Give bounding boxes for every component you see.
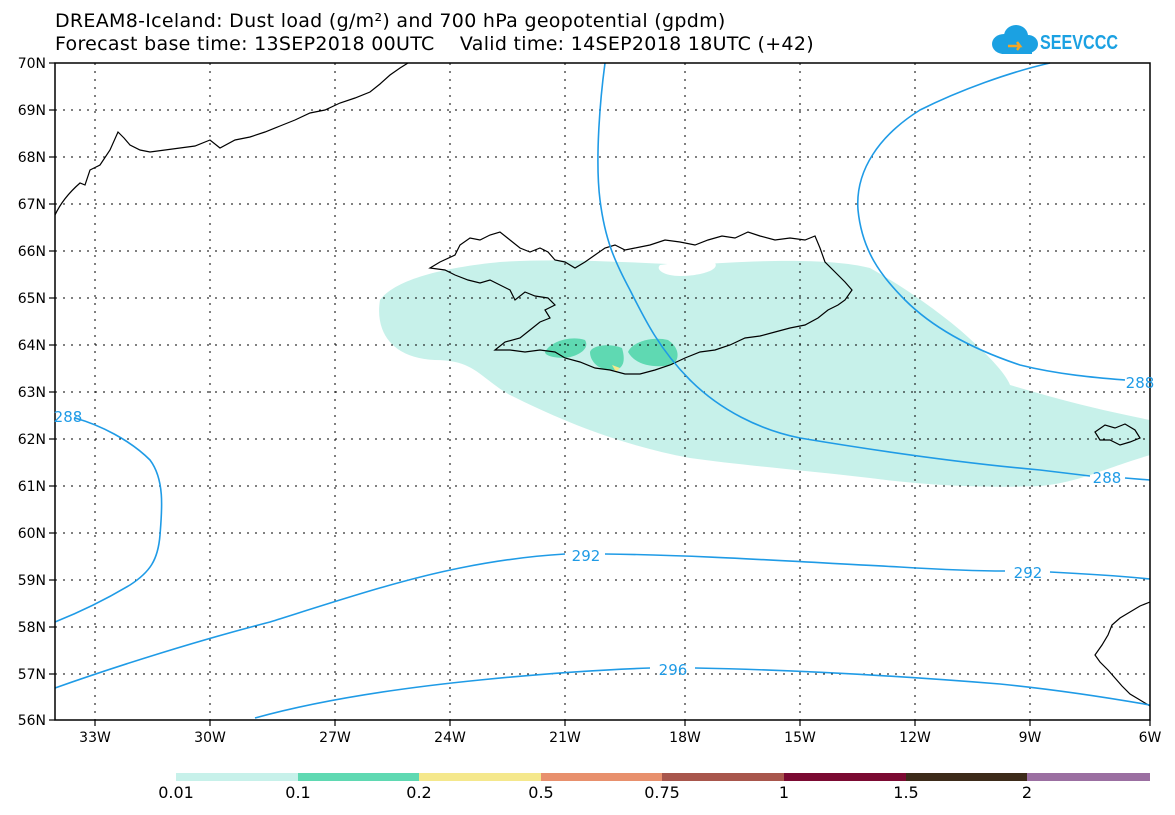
map-title-line1: DREAM8-Iceland: Dust load (g/m²) and 700… [55,10,726,32]
contour-292-c [1049,571,1151,580]
colorbar-swatch [662,773,784,781]
colorbar-label: 0.1 [285,783,311,802]
greenland-coast [54,62,409,216]
lat-label: 64N [18,338,46,354]
lat-label: 69N [18,103,46,119]
lon-label: 21W [549,730,581,746]
contour-288-central-tail [1124,477,1151,481]
lat-label: 60N [18,526,46,542]
lat-label: 62N [18,432,46,448]
contour-296-b [694,667,1151,706]
colorbar-label: 0.2 [406,783,432,802]
contour-label: 288 [54,408,83,426]
colorbar-swatch [541,773,662,781]
dust-area-mid-2 [590,345,624,371]
colorbar-swatch [298,773,419,781]
contour-label: 296 [659,661,688,679]
lat-label: 56N [18,713,46,729]
dust-area-light [379,260,1150,487]
contour-288-central [597,62,1091,477]
contour-288-west [54,417,163,623]
lon-label: 27W [319,730,351,746]
lat-label: 59N [18,573,46,589]
lat-label: 63N [18,385,46,401]
lon-label: 6W [1139,730,1162,746]
colorbar-swatch [176,773,298,781]
lon-label: 15W [784,730,816,746]
lon-label: 12W [899,730,931,746]
scotland-coast [1094,601,1151,707]
contour-label: 292 [572,547,601,565]
coastlines [54,62,1151,707]
dust-area-mid-1 [545,338,587,358]
colorbar-label: 2 [1021,783,1033,802]
colorbar-label: 1.5 [893,783,919,802]
dust-area-mid-3 [628,338,678,367]
colorbar-swatch [419,773,541,781]
colorbar-label: 0.01 [158,783,194,802]
colorbar-swatch [784,773,906,781]
iceland-coast [428,231,853,375]
lon-label: 24W [434,730,466,746]
contour-288-east [857,62,1126,381]
colorbar-label: 1 [778,783,790,802]
contour-292 [54,553,566,689]
logo-text: SEEVCCC [1040,32,1118,54]
lat-label: 57N [18,667,46,683]
lon-label: 9W [1019,730,1042,746]
faroe-islands [1094,423,1141,446]
lon-label: 30W [194,730,226,746]
map-title-line2: Forecast base time: 13SEP2018 00UTC Vali… [55,33,814,55]
lon-label: 18W [669,730,701,746]
lon-label: 33W [79,730,111,746]
contour-label: 292 [1014,564,1043,582]
lat-label: 67N [18,197,46,213]
lat-label: 68N [18,150,46,166]
dust-area-white-gap [658,262,716,276]
contour-label: 288 [1126,374,1155,392]
lat-label: 66N [18,244,46,260]
contour-label: 288 [1093,469,1122,487]
contour-296 [254,667,651,719]
colorbar-label: 0.5 [528,783,554,802]
map-gridlines [55,63,1150,720]
lat-label: 61N [18,479,46,495]
lat-label: 70N [18,56,46,72]
colorbar [176,773,1150,781]
dust-area-hotspot [612,365,620,372]
colorbar-swatch [1027,773,1150,781]
cloud-icon [992,25,1038,54]
geopotential-contours [54,62,1151,719]
lat-label: 65N [18,291,46,307]
colorbar-swatch [906,773,1027,781]
axis-ticks [49,62,1151,726]
seevccc-logo: SEEVCCC [992,25,1118,54]
contour-292-b [604,553,1006,572]
colorbar-label: 0.75 [644,783,680,802]
lat-label: 58N [18,620,46,636]
